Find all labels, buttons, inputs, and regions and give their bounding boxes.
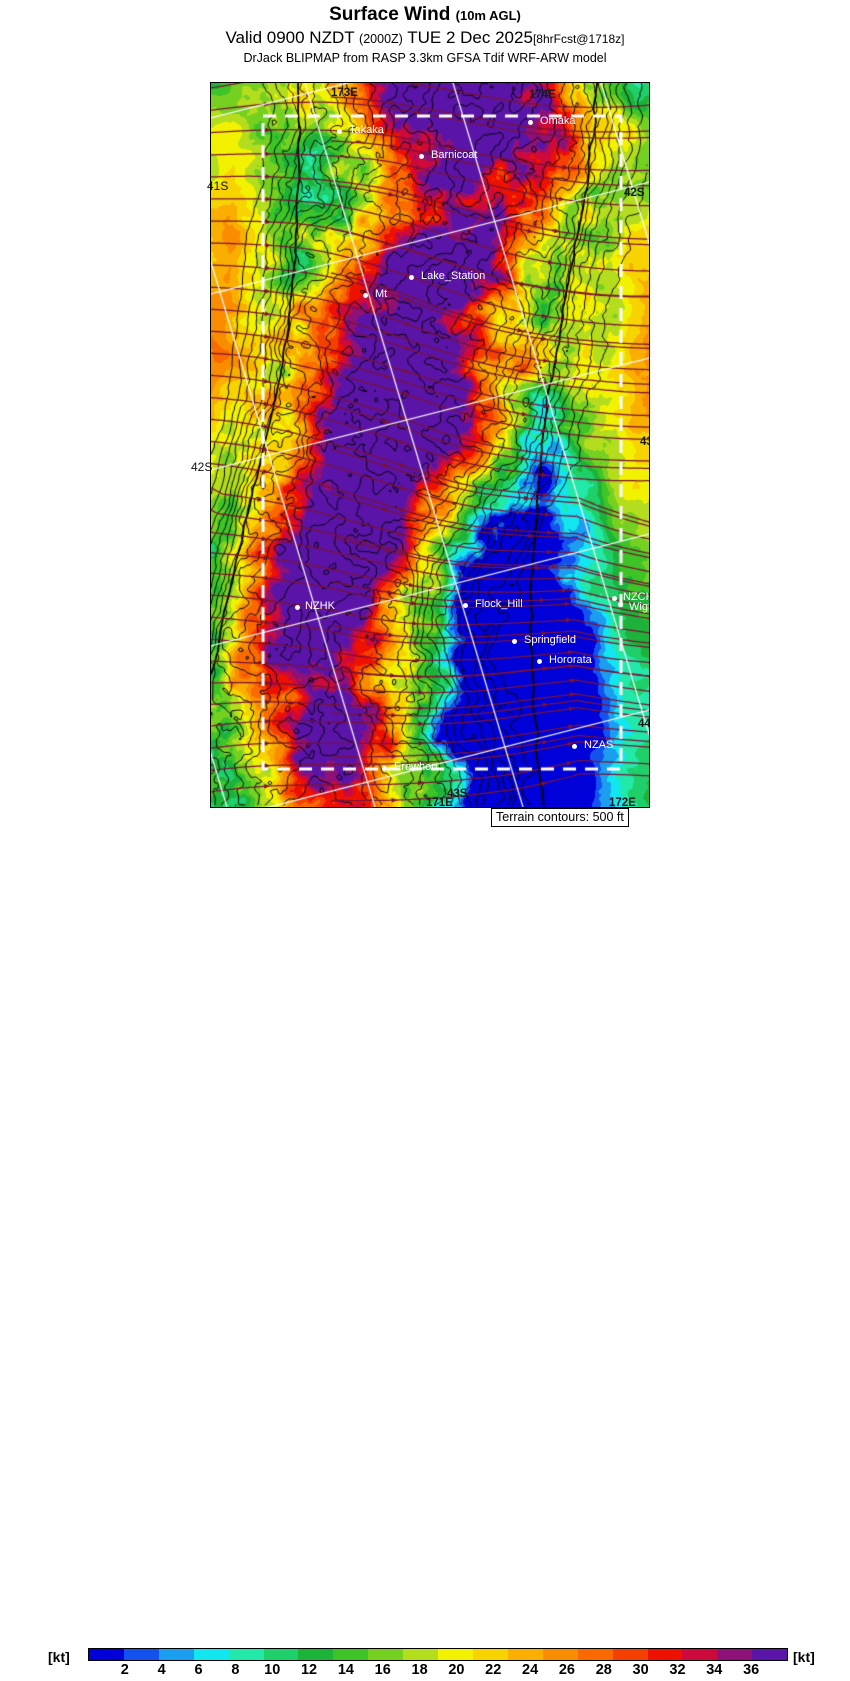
colorbar-unit-left: [kt] bbox=[48, 1649, 70, 1665]
station-marker bbox=[409, 275, 414, 280]
grid-label: 43S bbox=[640, 436, 649, 448]
colorbar-segment-12 bbox=[507, 1649, 543, 1660]
colorbar-tick-36: 36 bbox=[743, 1662, 760, 1678]
colorbar-segment-16 bbox=[647, 1649, 683, 1660]
station-marker bbox=[618, 602, 623, 607]
title-main: Surface Wind bbox=[329, 4, 451, 25]
colorbar-segment-2 bbox=[158, 1649, 194, 1660]
title-sub: (10m AGL) bbox=[455, 8, 521, 23]
station-marker bbox=[363, 293, 368, 298]
valid-local: Valid 0900 NZDT bbox=[225, 28, 355, 47]
colorbar-segment-18 bbox=[717, 1649, 753, 1660]
colorbar-segment-19 bbox=[752, 1649, 788, 1660]
station-marker bbox=[612, 596, 617, 601]
station-marker bbox=[295, 605, 300, 610]
colorbar-tick-18: 18 bbox=[411, 1662, 428, 1678]
grid-label: 42S bbox=[624, 187, 645, 199]
colorbar-tick-6: 6 bbox=[194, 1662, 203, 1678]
colorbar-tick-26: 26 bbox=[558, 1662, 576, 1678]
valid-zulu: (2000Z) bbox=[359, 32, 403, 46]
station-marker bbox=[382, 766, 387, 771]
grid-label-outside: 42S bbox=[191, 460, 213, 474]
grid-label: 171E bbox=[426, 797, 453, 808]
page-title: Surface Wind (10m AGL) bbox=[0, 4, 850, 27]
colorbar-segment-1 bbox=[123, 1649, 159, 1660]
station-marker bbox=[572, 744, 577, 749]
grid-label: 173E bbox=[331, 87, 358, 99]
model-line: DrJack BLIPMAP from RASP 3.3km GFSA Tdif… bbox=[243, 51, 607, 65]
grid-label: 172E bbox=[609, 797, 636, 808]
station-marker bbox=[419, 154, 424, 159]
colorbar-tick-2: 2 bbox=[120, 1662, 129, 1678]
colorbar-tick-16: 16 bbox=[374, 1662, 391, 1678]
colorbar-tick-12: 12 bbox=[300, 1662, 318, 1678]
colorbar-segment-4 bbox=[228, 1649, 264, 1660]
station-marker bbox=[337, 129, 342, 134]
valid-time-line: Valid 0900 NZDT (2000Z) TUE 2 Dec 2025[8… bbox=[0, 27, 850, 50]
colorbar-segment-7 bbox=[333, 1649, 369, 1660]
terrain-contour-note: Terrain contours: 500 ft bbox=[491, 808, 629, 827]
colorbar-segment-3 bbox=[193, 1649, 229, 1660]
colorbar-segment-10 bbox=[438, 1649, 473, 1660]
station-marker bbox=[463, 603, 468, 608]
colorbar-tick-labels: 2 4 6 8 10 12 14 16 18 20 22 24 26 28 30 32 34 36 bbox=[88, 1661, 788, 1681]
colorbar-segment-6 bbox=[298, 1649, 334, 1660]
colorbar-tick-24: 24 bbox=[522, 1662, 539, 1678]
colorbar-tick-14: 14 bbox=[337, 1662, 354, 1678]
wind-field-canvas bbox=[211, 83, 649, 807]
colorbar-tick-20: 20 bbox=[448, 1662, 465, 1678]
colorbar-tick-30: 30 bbox=[632, 1662, 649, 1678]
grid-label: 174E bbox=[529, 89, 556, 101]
station-marker bbox=[512, 639, 517, 644]
colorbar-tick-8: 8 bbox=[231, 1662, 240, 1678]
colorbar-segment-0 bbox=[89, 1649, 124, 1660]
wind-map[interactable]: Takaka Barnicoat Omaka Lake_Station Mt NZHK Fl… bbox=[210, 82, 650, 808]
colorbar-unit-right: [kt] bbox=[793, 1649, 815, 1665]
colorbar-tick-22: 22 bbox=[485, 1662, 502, 1678]
colorbar-tick-34: 34 bbox=[706, 1662, 723, 1678]
colorbar-gradient bbox=[88, 1648, 788, 1661]
header: Surface Wind (10m AGL) Valid 0900 NZDT (… bbox=[0, 0, 850, 66]
colorbar-legend: [kt] 2 4 6 8 10 12 14 16 18 20 22 24 26 28 30 32 34 36 [k… bbox=[0, 823, 850, 1678]
colorbar-tick-10: 10 bbox=[264, 1662, 281, 1678]
colorbar-segment-8 bbox=[368, 1649, 404, 1660]
station-marker bbox=[537, 659, 542, 664]
colorbar-segment-15 bbox=[612, 1649, 648, 1660]
colorbar-segment-9 bbox=[403, 1649, 439, 1660]
colorbar-segment-13 bbox=[542, 1649, 578, 1660]
colorbar-segment-17 bbox=[682, 1649, 718, 1660]
grid-label: 44S bbox=[638, 718, 649, 730]
grid-label-outside: 41S bbox=[207, 179, 229, 193]
grid-label: 43S bbox=[447, 788, 468, 800]
colorbar-tick-28: 28 bbox=[595, 1662, 612, 1678]
colorbar-tick-32: 32 bbox=[669, 1662, 686, 1678]
colorbar-segment-14 bbox=[577, 1649, 613, 1660]
station-marker bbox=[528, 120, 533, 125]
colorbar-tick-4: 4 bbox=[157, 1662, 166, 1678]
valid-date: TUE 2 Dec 2025 bbox=[407, 28, 533, 47]
colorbar-segment-11 bbox=[472, 1649, 508, 1660]
forecast-tag: [8hrFcst@1718z] bbox=[532, 32, 625, 46]
colorbar-segment-5 bbox=[263, 1649, 299, 1660]
